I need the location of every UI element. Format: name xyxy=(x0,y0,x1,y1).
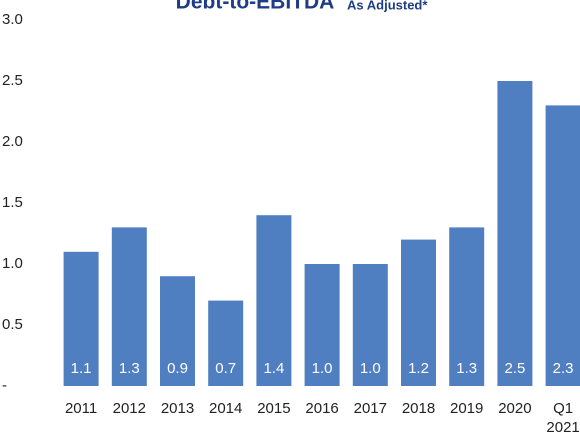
bar xyxy=(111,227,147,386)
x-tick-label: 2015 xyxy=(257,400,291,417)
x-tick-label: 2013 xyxy=(160,400,195,417)
y-tick-label: - xyxy=(2,377,7,394)
chart-title: Debt-to-EBITDA xyxy=(176,0,335,14)
y-tick-label: 2.0 xyxy=(2,133,23,150)
data-label: 1.1 xyxy=(71,360,92,377)
bar xyxy=(63,251,99,386)
chart-subtitle: As Adjusted* xyxy=(347,0,428,12)
data-label: 1.4 xyxy=(263,360,284,377)
bar xyxy=(208,300,244,386)
bar xyxy=(256,215,292,386)
x-tick-label: 2012 xyxy=(112,400,146,417)
y-tick-label: 1.5 xyxy=(2,194,23,211)
data-label: 1.3 xyxy=(119,360,140,377)
y-tick-label: 1.0 xyxy=(2,255,23,272)
data-label: 1.2 xyxy=(408,360,429,377)
y-tick-label: 3.0 xyxy=(2,11,23,28)
x-tick-label: 2011 xyxy=(64,400,98,417)
data-label: 1.3 xyxy=(456,360,477,377)
data-label: 2.5 xyxy=(504,360,525,377)
data-label: 1.0 xyxy=(312,360,333,377)
x-tick-label: Q1 2021 xyxy=(546,400,580,436)
bar xyxy=(449,227,485,386)
x-tick-label: 2018 xyxy=(401,400,436,417)
x-tick-label: 2016 xyxy=(305,400,339,417)
data-label: 0.7 xyxy=(215,360,236,377)
data-label: 1.0 xyxy=(360,360,381,377)
x-tick-label: 2017 xyxy=(353,400,387,417)
y-tick-label: 2.5 xyxy=(2,72,23,89)
bar xyxy=(352,264,388,386)
bar xyxy=(401,239,436,386)
bar xyxy=(160,276,195,386)
x-tick-label: 2014 xyxy=(209,400,243,417)
data-label: 0.9 xyxy=(167,360,188,377)
y-tick-label: 0.5 xyxy=(2,316,23,333)
x-tick-label: 2020 xyxy=(498,400,532,417)
bar xyxy=(304,264,340,386)
data-label: 2.3 xyxy=(553,360,574,377)
bar xyxy=(545,105,580,387)
bar xyxy=(497,81,533,386)
x-tick-label: 2019 xyxy=(450,400,484,417)
